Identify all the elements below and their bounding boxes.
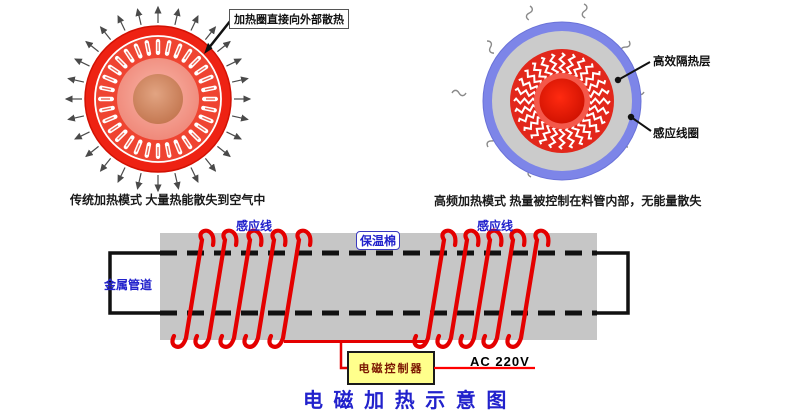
insulation-cotton-label: 保温棉 (356, 231, 401, 250)
main-title: 电 磁 加 热 示 意 图 (303, 390, 509, 412)
pipe-coil-schematic (108, 228, 630, 385)
induction-wire-label-left: 感应线 (236, 219, 273, 233)
induction-coil-turns-icon (170, 228, 551, 349)
heater-slots-icon (98, 39, 218, 159)
induction-heating-figure (451, 3, 652, 181)
caption-hf-mode: 高频加热模式 热量被控制在料管内部，无能量散失 (434, 194, 702, 208)
induction-wire-label-right: 感应线 (477, 219, 514, 233)
metal-pipe-label: 金属管道 (104, 278, 153, 292)
barrel-zigzag-slots-icon (513, 52, 611, 150)
label-insulation-layer: 高效隔热层 (653, 56, 711, 68)
power-label: AC 220V (470, 354, 530, 369)
caption-traditional-mode: 传统加热模式 大量热能散失到空气中 (70, 193, 266, 207)
barrel-core (133, 74, 183, 124)
pipe-left-end (108, 251, 160, 315)
controller-feed-wire (339, 341, 348, 370)
label-induction-coil: 感应线圈 (653, 128, 699, 140)
pipe-right-end (597, 251, 630, 315)
insulation-pointer-dot (614, 76, 622, 84)
melt-core (539, 78, 585, 124)
insulation-pointer-line (617, 61, 651, 81)
callout-arrowhead-icon (204, 42, 213, 54)
heat-radiation-arrows-icon (64, 5, 252, 193)
callout-heat-loss: 加热圈直接向外部散热 (229, 9, 349, 29)
coil-pointer-dot (627, 113, 635, 121)
callout-arrow (207, 19, 232, 50)
traditional-heating-figure (64, 5, 252, 193)
controller-label: 电磁控制器 (358, 363, 424, 375)
coil-pointer-line (630, 116, 652, 132)
